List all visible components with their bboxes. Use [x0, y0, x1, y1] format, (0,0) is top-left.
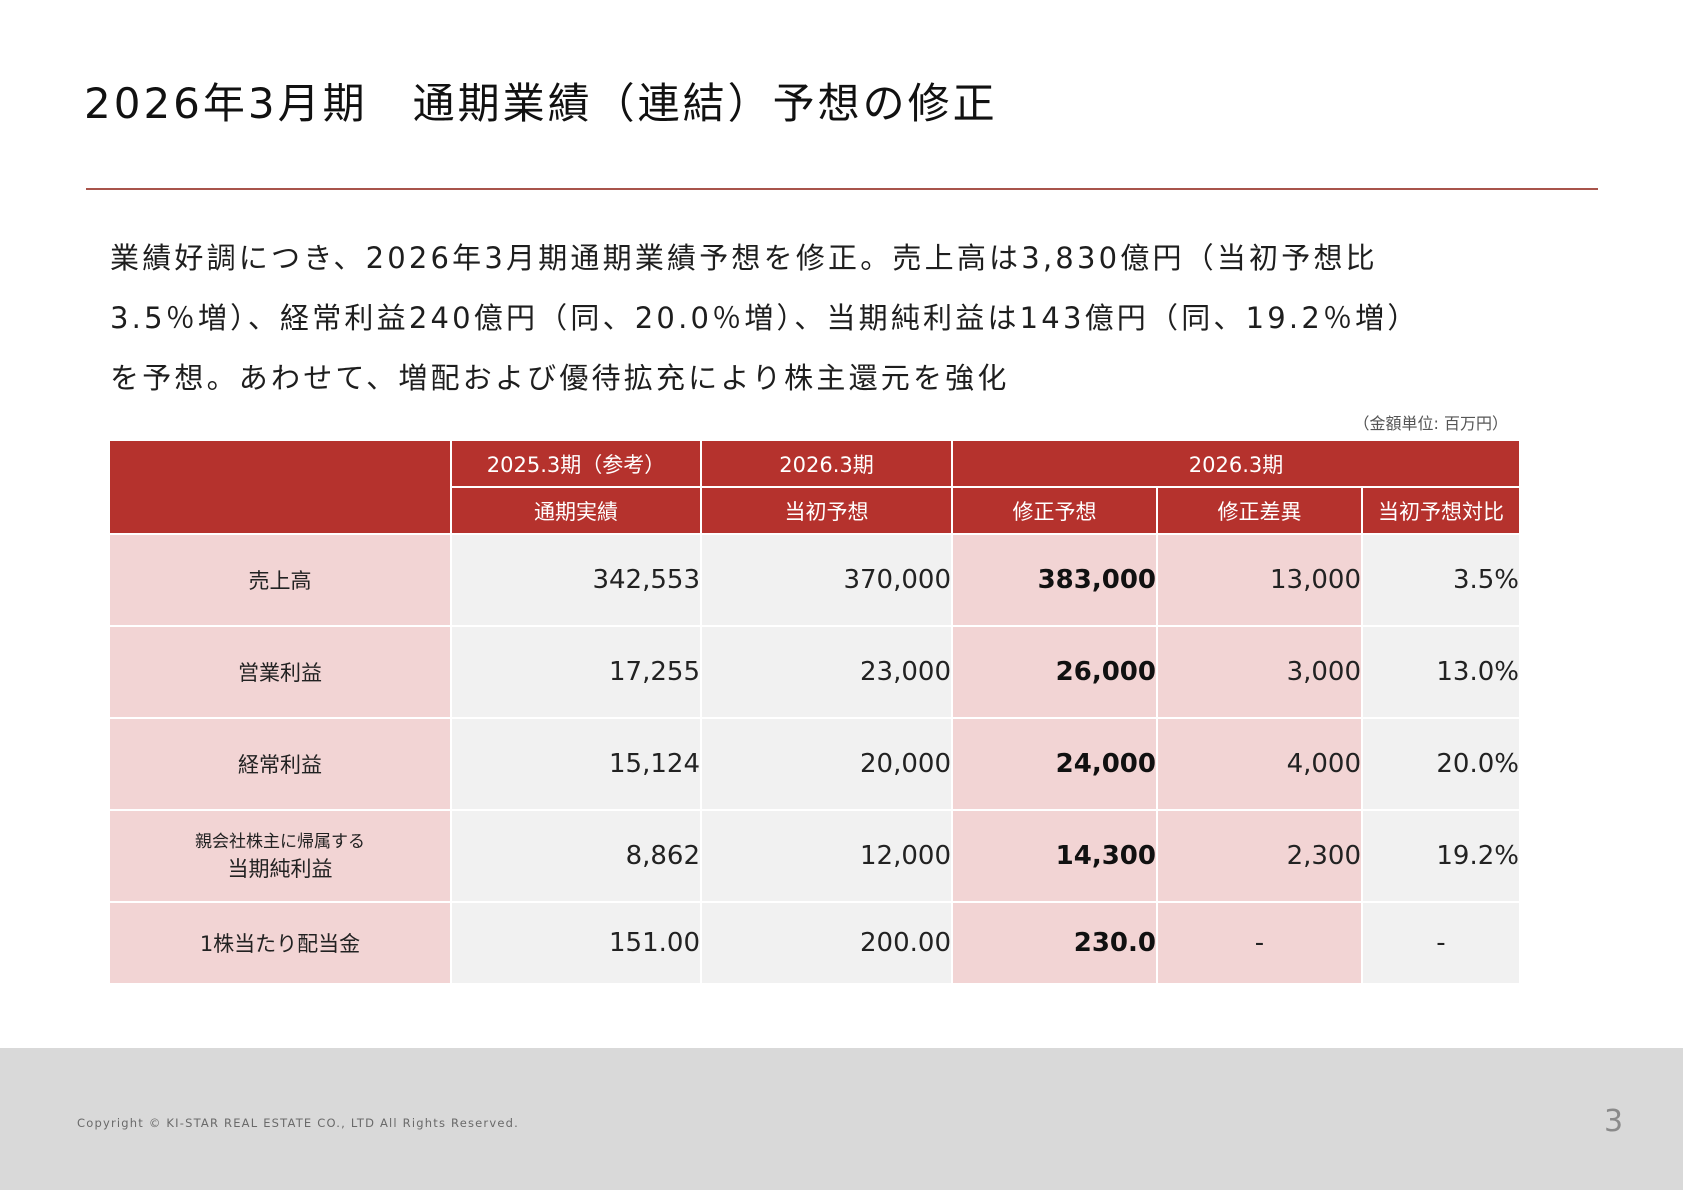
- header-row-columns: 通期実績 当初予想 修正予想 修正差異 当初予想対比: [109, 486, 1521, 535]
- table-row-net-income: 親会社株主に帰属する 当期純利益 8,862 12,000 14,300 2,3…: [108, 809, 1521, 903]
- slide-title: 2026年3月期 通期業績（連結）予想の修正: [84, 79, 998, 128]
- summary-line: 3.5％増）、経常利益240億円（同、20.0％増）、当期純利益は143億円（同…: [110, 301, 1420, 335]
- cell-initial: 20,000: [700, 717, 953, 811]
- cell-initial: 12,000: [700, 809, 953, 903]
- header-fy2025: 2025.3期（参考）: [450, 439, 702, 488]
- cell-ratio: 3.5%: [1361, 533, 1521, 627]
- title-divider: [86, 188, 1598, 190]
- footer-bar: [0, 1048, 1683, 1190]
- table-row-net-sales: 売上高 342,553 370,000 383,000 13,000 3.5%: [108, 533, 1521, 627]
- row-label: 親会社株主に帰属する 当期純利益: [108, 809, 452, 903]
- cell-diff: 3,000: [1156, 625, 1363, 719]
- cell-initial: 200.00: [700, 901, 953, 985]
- row-label: 売上高: [108, 533, 452, 627]
- cell-ratio: 20.0%: [1361, 717, 1521, 811]
- cell-revised: 383,000: [951, 533, 1158, 627]
- cell-actual: 8,862: [450, 809, 702, 903]
- header-initial-forecast: 当初予想: [700, 486, 953, 535]
- cell-actual: 151.00: [450, 901, 702, 985]
- forecast-table: 2025.3期（参考） 2026.3期 2026.3期 通期実績 当初予想 修正…: [108, 439, 1521, 985]
- copyright-text: Copyright © KI-STAR REAL ESTATE CO., LTD…: [77, 1116, 519, 1130]
- cell-diff: 2,300: [1156, 809, 1363, 903]
- cell-diff: 4,000: [1156, 717, 1363, 811]
- cell-revised: 26,000: [951, 625, 1158, 719]
- summary-text: 業績好調につき、2026年3月期通期業績予想を修正。売上高は3,830億円（当初…: [110, 228, 1550, 408]
- table-row-dividend: 1株当たり配当金 151.00 200.00 230.0 - -: [108, 901, 1521, 985]
- row-label: 経常利益: [108, 717, 452, 811]
- header-fy2026-revised: 2026.3期: [951, 439, 1521, 488]
- summary-line: 業績好調につき、2026年3月期通期業績予想を修正。売上高は3,830億円（当初…: [110, 241, 1378, 275]
- page-number: 3: [1604, 1104, 1624, 1139]
- cell-revised: 24,000: [951, 717, 1158, 811]
- header-vs-initial: 当初予想対比: [1361, 486, 1521, 535]
- header-row-periods: 2025.3期（参考） 2026.3期 2026.3期: [108, 439, 1521, 535]
- table-row-ordinary-profit: 経常利益 15,124 20,000 24,000 4,000 20.0%: [108, 717, 1521, 811]
- table-row-operating-profit: 営業利益 17,255 23,000 26,000 3,000 13.0%: [108, 625, 1521, 719]
- header-blank: [108, 439, 452, 535]
- header-revision-diff: 修正差異: [1156, 486, 1363, 535]
- row-label-main: 当期純利益: [227, 857, 333, 881]
- cell-diff: -: [1156, 901, 1363, 985]
- cell-actual: 17,255: [450, 625, 702, 719]
- summary-line: を予想。あわせて、増配および優待拡充により株主還元を強化: [110, 361, 1010, 395]
- unit-note: （金額単位: 百万円）: [1353, 414, 1508, 433]
- cell-ratio: -: [1361, 901, 1521, 985]
- cell-actual: 15,124: [450, 717, 702, 811]
- row-label-prefix: 親会社株主に帰属する: [195, 832, 365, 852]
- cell-ratio: 13.0%: [1361, 625, 1521, 719]
- cell-initial: 23,000: [700, 625, 953, 719]
- row-label: 1株当たり配当金: [108, 901, 452, 985]
- cell-ratio: 19.2%: [1361, 809, 1521, 903]
- header-fy2026-initial: 2026.3期: [700, 439, 953, 488]
- cell-diff: 13,000: [1156, 533, 1363, 627]
- cell-initial: 370,000: [700, 533, 953, 627]
- header-revised-forecast: 修正予想: [951, 486, 1158, 535]
- cell-revised: 230.0: [951, 901, 1158, 985]
- header-actual: 通期実績: [450, 486, 702, 535]
- row-label: 営業利益: [108, 625, 452, 719]
- cell-actual: 342,553: [450, 533, 702, 627]
- cell-revised: 14,300: [951, 809, 1158, 903]
